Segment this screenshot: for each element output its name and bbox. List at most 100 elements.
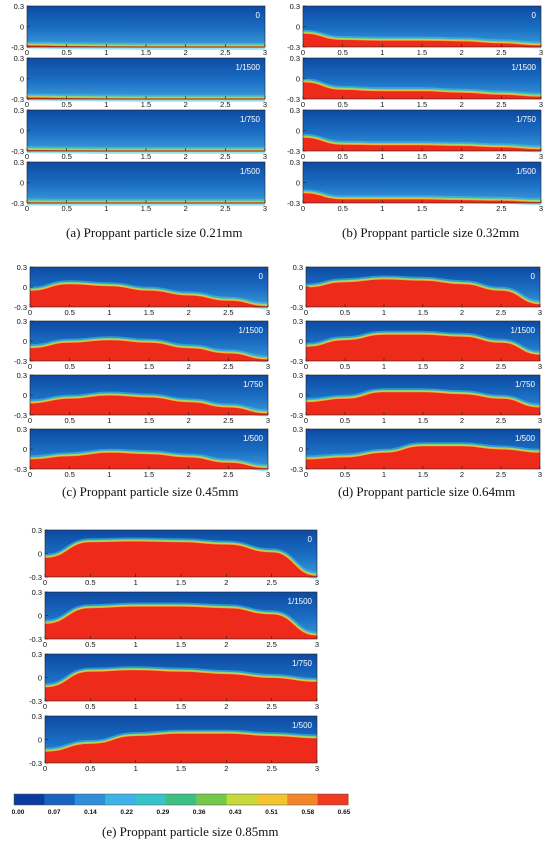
fluid-region: [27, 162, 265, 203]
proppant-bed: [303, 33, 541, 47]
x-tick-label: 3: [263, 204, 267, 213]
proppant-bed: [45, 733, 317, 763]
x-tick-label: 0: [301, 204, 305, 213]
x-tick-label: 3: [538, 308, 542, 317]
x-tick-label: 1.5: [418, 362, 428, 371]
x-tick-label: 3: [539, 204, 543, 213]
panel-label: 1/750: [240, 115, 261, 124]
x-tick-label: 1: [134, 578, 138, 587]
y-tick-label: 0.3: [14, 158, 24, 167]
y-tick-label: 0.3: [290, 54, 300, 63]
x-tick-label: 0: [25, 100, 29, 109]
y-tick-label: 0: [20, 127, 24, 136]
contour-panel: 00.30-0.30 0.5 1 1.5 2 2.5 3: [29, 526, 319, 587]
x-tick-label: 0: [301, 152, 305, 161]
x-tick-label: 1: [382, 470, 386, 479]
x-tick-label: 1: [380, 152, 384, 161]
panel-label: 1/500: [292, 721, 313, 730]
caption-a: (a) Proppant particle size 0.21mm: [66, 225, 243, 240]
y-tick-label: 0.3: [17, 263, 27, 272]
x-tick-label: 2.5: [266, 764, 276, 773]
panel-label: 1/1500: [511, 326, 536, 335]
proppant-bed: [30, 283, 268, 307]
x-tick-label: 2.5: [220, 100, 230, 109]
x-tick-label: 1.5: [141, 100, 151, 109]
x-tick-label: 3: [266, 416, 270, 425]
x-tick-label: 1.5: [417, 152, 427, 161]
bed-edge: [302, 136, 542, 150]
bed-edge: [44, 732, 318, 752]
proppant-bed: [306, 279, 540, 307]
proppant-bed: [30, 339, 268, 361]
x-tick-label: 1: [382, 416, 386, 425]
x-tick-label: 0.5: [85, 764, 95, 773]
x-tick-label: 2: [460, 362, 464, 371]
x-tick-label: 3: [539, 152, 543, 161]
x-tick-label: 1: [107, 308, 111, 317]
x-tick-label: 3: [266, 308, 270, 317]
y-tick-label: 0: [38, 736, 42, 745]
x-tick-label: 1.5: [418, 470, 428, 479]
y-tick-label: 0: [23, 283, 27, 292]
x-tick-label: 0.5: [337, 48, 347, 57]
y-tick-label: 0.3: [14, 2, 24, 11]
x-tick-label: 0.5: [61, 204, 71, 213]
x-tick-label: 0: [43, 764, 47, 773]
y-tick-label: -0.3: [290, 303, 303, 312]
panel-label: 0: [532, 11, 537, 20]
proppant-bed: [306, 334, 540, 361]
x-tick-label: 1.5: [176, 640, 186, 649]
x-tick-label: 0.5: [64, 308, 74, 317]
x-tick-label: 0.5: [61, 100, 71, 109]
y-tick-label: 0.3: [290, 158, 300, 167]
y-tick-label: 0: [38, 674, 42, 683]
bed-edge: [29, 451, 269, 469]
x-tick-label: 1: [104, 152, 108, 161]
panel-label: 0: [308, 535, 313, 544]
x-tick-label: 2.5: [496, 204, 506, 213]
x-tick-label: 2: [224, 578, 228, 587]
x-tick-label: 0: [43, 702, 47, 711]
panel-label: 1/500: [243, 434, 264, 443]
x-tick-label: 3: [315, 578, 319, 587]
x-tick-label: 2: [187, 470, 191, 479]
x-tick-label: 2: [184, 48, 188, 57]
colorbar-tick-label: 0.36: [193, 809, 206, 816]
y-tick-label: -0.3: [287, 199, 300, 208]
y-tick-label: 0: [296, 75, 300, 84]
y-tick-label: 0: [299, 283, 303, 292]
y-tick-label: 0: [38, 612, 42, 621]
panel-label: 0: [531, 272, 536, 281]
colorbar-frame: [13, 793, 349, 806]
x-tick-label: 1.5: [144, 470, 154, 479]
x-tick-label: 3: [263, 100, 267, 109]
x-tick-label: 1: [107, 416, 111, 425]
x-tick-label: 1.5: [144, 416, 154, 425]
x-tick-label: 3: [538, 362, 542, 371]
y-tick-label: -0.3: [29, 697, 42, 706]
x-tick-label: 2: [460, 48, 464, 57]
y-tick-label: 0: [299, 391, 303, 400]
x-tick-label: 1: [104, 48, 108, 57]
x-tick-label: 3: [539, 48, 543, 57]
x-tick-label: 2.5: [223, 416, 233, 425]
x-tick-label: 0.5: [337, 100, 347, 109]
x-tick-label: 2: [460, 152, 464, 161]
bed-edge: [44, 605, 318, 636]
x-tick-label: 3: [538, 470, 542, 479]
contour-panel: 00.30-0.30 0.5 1 1.5 2 2.5 3: [287, 2, 543, 57]
y-tick-label: 0.3: [17, 425, 27, 434]
proppant-bed: [45, 606, 317, 639]
y-tick-label: 0: [20, 75, 24, 84]
y-tick-label: -0.3: [29, 635, 42, 644]
fluid-region: [27, 110, 265, 151]
colorbar-swatch: [256, 794, 288, 805]
